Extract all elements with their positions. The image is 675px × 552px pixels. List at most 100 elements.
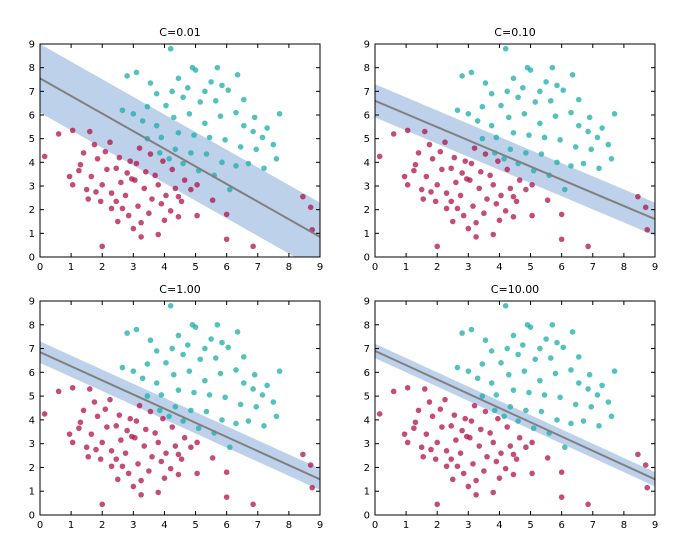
crimson-point — [421, 128, 428, 135]
x-tick-label: 2 — [99, 262, 105, 273]
crimson-point — [476, 443, 483, 449]
teal-point — [180, 418, 186, 424]
teal-point — [147, 80, 154, 86]
crimson-point — [493, 200, 500, 207]
teal-point — [226, 444, 233, 451]
y-tick-label: 5 — [29, 134, 35, 145]
y-tick-label: 3 — [29, 439, 35, 450]
crimson-point — [113, 456, 120, 462]
y-tick-label: 7 — [364, 87, 370, 98]
crimson-point — [152, 172, 158, 179]
teal-point — [188, 407, 194, 414]
crimson-point — [642, 204, 649, 211]
teal-point — [133, 326, 140, 333]
teal-point — [240, 354, 247, 360]
crimson-point — [102, 148, 109, 155]
x-tick-label: 4 — [496, 520, 502, 531]
y-tick-label: 4 — [29, 415, 35, 426]
crimson-point — [76, 425, 82, 432]
x-tick-label: 9 — [317, 520, 323, 531]
teal-point — [253, 404, 260, 410]
teal-point — [572, 401, 579, 408]
teal-point — [560, 87, 567, 93]
crimson-point — [404, 384, 411, 391]
teal-point — [479, 135, 486, 142]
crimson-point — [88, 431, 95, 437]
crimson-point — [471, 402, 478, 409]
crimson-point — [451, 412, 458, 418]
crimson-point — [442, 139, 448, 146]
crimson-point — [476, 185, 483, 192]
crimson-point — [635, 193, 641, 200]
teal-point — [465, 368, 472, 374]
y-tick-label: 3 — [29, 182, 35, 193]
crimson-point — [496, 217, 503, 224]
crimson-point — [437, 406, 444, 412]
y-tick-label: 0 — [29, 253, 35, 264]
x-tick-label: 8 — [286, 520, 292, 531]
teal-point — [468, 326, 475, 333]
teal-point — [202, 120, 208, 127]
teal-point — [552, 370, 559, 377]
crimson-point — [429, 413, 436, 420]
y-tick-label: 6 — [29, 368, 35, 379]
crimson-point — [99, 243, 106, 250]
crimson-point — [498, 450, 504, 456]
crimson-point — [160, 415, 166, 422]
crimson-point — [94, 413, 101, 420]
crimson-point — [481, 210, 487, 217]
teal-point — [479, 361, 486, 367]
y-tick-label: 5 — [29, 392, 35, 403]
subplot-title: C=10.00 — [491, 283, 539, 296]
teal-point — [575, 96, 582, 103]
teal-point — [208, 79, 214, 85]
crimson-point — [108, 448, 115, 454]
x-tick-label: 1 — [68, 262, 74, 273]
teal-point — [184, 84, 191, 91]
crimson-point — [513, 456, 520, 462]
teal-point — [202, 345, 208, 352]
teal-point — [526, 389, 532, 396]
teal-point — [611, 111, 618, 117]
crimson-point — [468, 418, 475, 424]
teal-point — [488, 90, 495, 97]
crimson-point — [127, 415, 134, 422]
decision-boundary-line — [375, 350, 655, 481]
crimson-point — [116, 412, 123, 418]
teal-point — [214, 321, 221, 328]
teal-point — [479, 393, 486, 399]
teal-point — [569, 71, 576, 78]
y-tick-label: 3 — [364, 439, 370, 450]
crimson-point — [465, 483, 472, 490]
crimson-point — [426, 141, 433, 148]
crimson-point — [69, 127, 76, 134]
x-tick-label: 7 — [255, 262, 261, 273]
teal-point — [538, 408, 545, 415]
crimson-point — [300, 451, 306, 458]
subplot-2: 0 1 2 3 4 5 6 7 8 9 0 1 2 3 4 5 6 7 8 9 C=0.10 — [364, 26, 659, 273]
crimson-point — [250, 243, 256, 250]
crimson-point — [470, 461, 476, 467]
crimson-point — [529, 212, 535, 219]
crimson-point — [86, 386, 93, 392]
teal-point — [502, 45, 509, 52]
teal-point — [505, 371, 512, 378]
teal-point — [575, 354, 582, 360]
x-tick-label: 6 — [558, 262, 564, 273]
teal-point — [605, 399, 612, 405]
teal-point — [273, 413, 280, 420]
x-tick-label: 0 — [372, 262, 378, 273]
crimson-point — [495, 158, 501, 164]
teal-point — [526, 132, 532, 138]
crimson-point — [401, 173, 408, 180]
crimson-point — [510, 471, 517, 478]
crimson-point — [482, 408, 489, 415]
crimson-point — [418, 444, 425, 451]
crimson-point — [146, 210, 152, 217]
y-tick-label: 8 — [29, 320, 35, 331]
teal-point — [261, 165, 267, 172]
teal-point — [217, 113, 224, 119]
crimson-point — [175, 213, 182, 220]
teal-point — [554, 159, 560, 166]
x-tick-label: 1 — [403, 520, 409, 531]
